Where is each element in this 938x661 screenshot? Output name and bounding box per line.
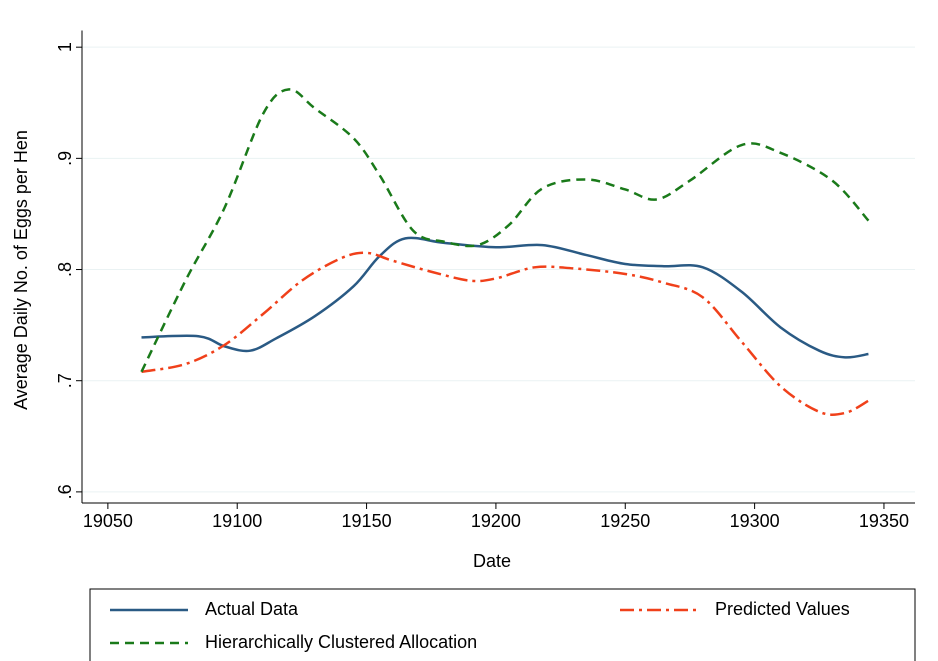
x-tick-label: 19300 — [730, 511, 780, 531]
y-tick-label: .7 — [55, 373, 75, 388]
series-line — [140, 88, 870, 373]
legend-label: Hierarchically Clustered Allocation — [205, 632, 477, 652]
x-tick-label: 19100 — [212, 511, 262, 531]
x-tick-label: 19250 — [600, 511, 650, 531]
legend-box — [89, 588, 916, 661]
x-tick-label: 19350 — [859, 511, 909, 531]
x-tick-label: 19200 — [471, 511, 521, 531]
y-tick-label: 1 — [55, 42, 75, 52]
y-tick-label: .6 — [55, 484, 75, 499]
y-axis-label: Average Daily No. of Eggs per Hen — [11, 130, 31, 410]
x-tick-label: 19050 — [83, 511, 133, 531]
legend-label: Actual Data — [205, 599, 299, 619]
series-line — [141, 236, 869, 359]
series-line — [141, 251, 870, 417]
x-axis-label: Date — [473, 551, 511, 571]
y-tick-label: .8 — [55, 262, 75, 277]
x-tick-label: 19150 — [342, 511, 392, 531]
legend-label: Predicted Values — [715, 599, 850, 619]
y-tick-label: .9 — [55, 151, 75, 166]
